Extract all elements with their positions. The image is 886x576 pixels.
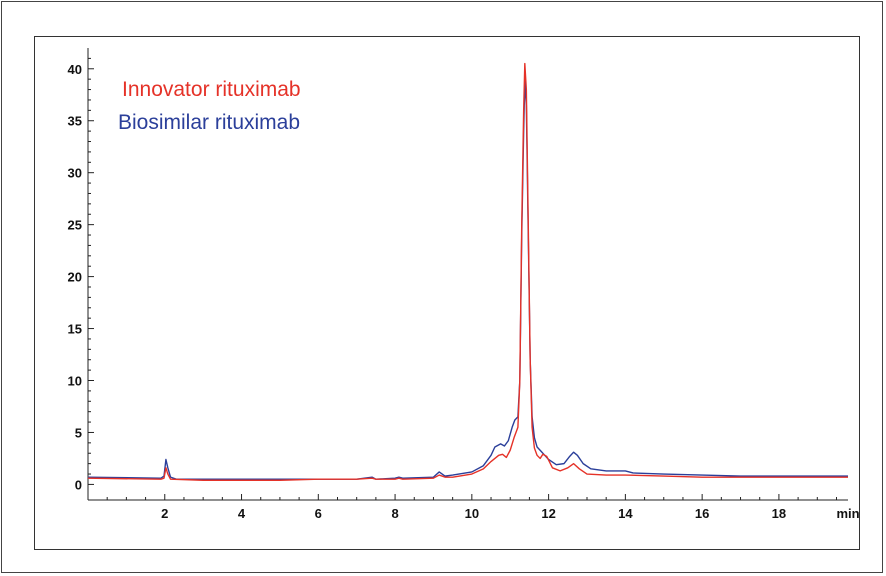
plot-frame: [34, 36, 860, 550]
x-tick-label: 12: [541, 506, 555, 521]
x-axis-unit-label: min: [836, 506, 859, 521]
x-tick-label: 18: [772, 506, 786, 521]
y-tick-label: 35: [68, 114, 82, 129]
series-line-innovator: [87, 62, 848, 481]
series-line-biosimilar: [87, 80, 848, 480]
y-tick-label: 25: [68, 218, 82, 233]
x-tick-label: 6: [315, 506, 322, 521]
x-tick-label: 4: [238, 506, 246, 521]
x-tick-label: 14: [618, 506, 633, 521]
x-tick-label: 2: [161, 506, 168, 521]
x-tick-label: 8: [391, 506, 398, 521]
y-tick-label: 15: [68, 322, 82, 337]
legend-label-biosimilar: Biosimilar rituximab: [118, 111, 300, 134]
y-tick-label: 30: [68, 166, 82, 181]
y-tick-label: 40: [68, 62, 82, 77]
y-tick-label: 0: [75, 477, 82, 492]
legend: Innovator rituximab Biosimilar rituximab: [118, 78, 301, 134]
series-layer: [87, 62, 848, 481]
axes: 0 5 10 15 20 25 30 35 40 2 4 6 8 10 12 14 16 18 min: [68, 48, 860, 521]
y-tick-label: 10: [68, 374, 82, 389]
x-tick-label: 10: [465, 506, 479, 521]
y-tick-label: 5: [75, 425, 82, 440]
x-tick-label: 16: [695, 506, 709, 521]
y-tick-label: 20: [68, 270, 82, 285]
legend-label-innovator: Innovator rituximab: [122, 78, 301, 101]
